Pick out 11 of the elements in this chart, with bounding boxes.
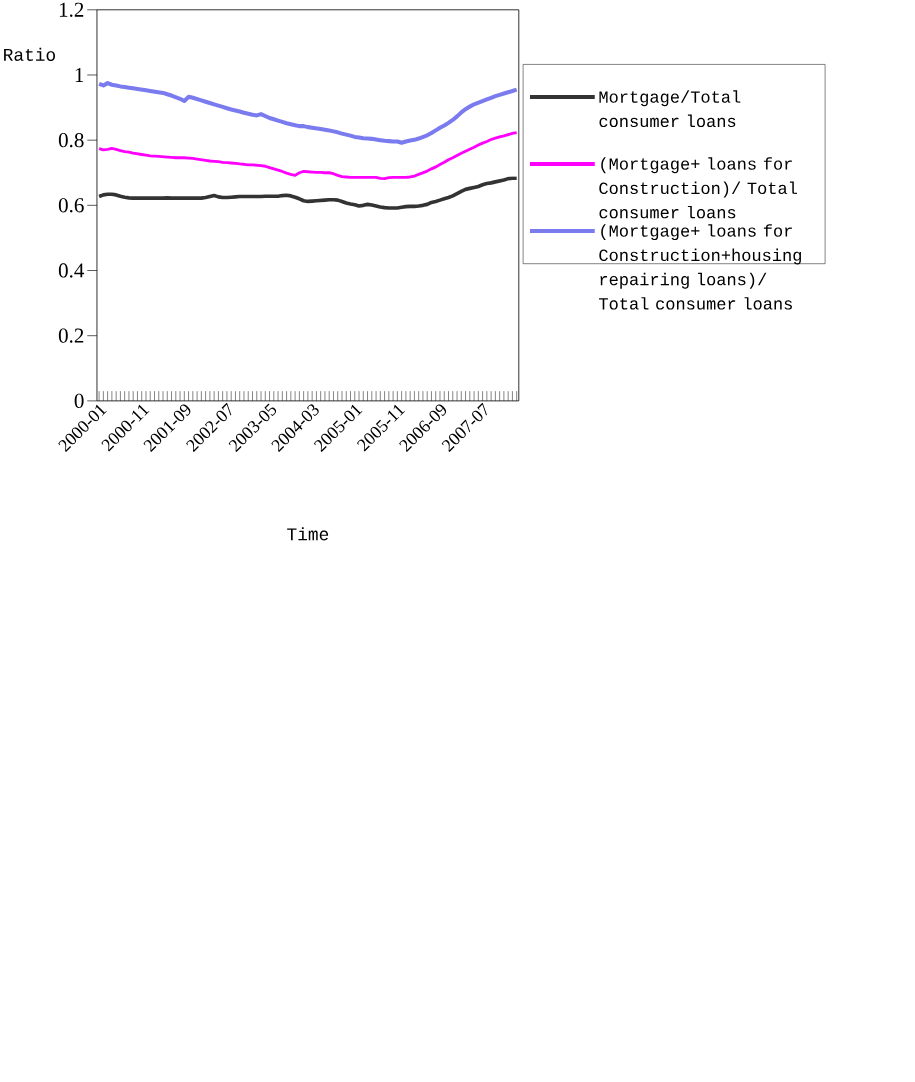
legend-label: Mortgage/Total consumer loans <box>599 90 741 128</box>
y-tick-label: 0.8 <box>58 133 84 148</box>
legend-label: (Mortgage+ loans for Construction+housing repairing loans)/ Total consumer loans <box>599 224 801 310</box>
y-tick-label: 1 <box>75 68 84 82</box>
x-axis-title: Time <box>287 527 329 541</box>
y-tick-label: 0.4 <box>58 263 85 278</box>
y-tick-label: 1.2 <box>59 2 84 17</box>
y-axis-title: Ratio <box>4 47 55 61</box>
legend-label: (Mortgage+ loans for Construction)/ Total consumer loans <box>599 157 797 219</box>
y-tick-label: 0.2 <box>58 328 84 343</box>
y-tick-label: 0.6 <box>58 198 84 213</box>
